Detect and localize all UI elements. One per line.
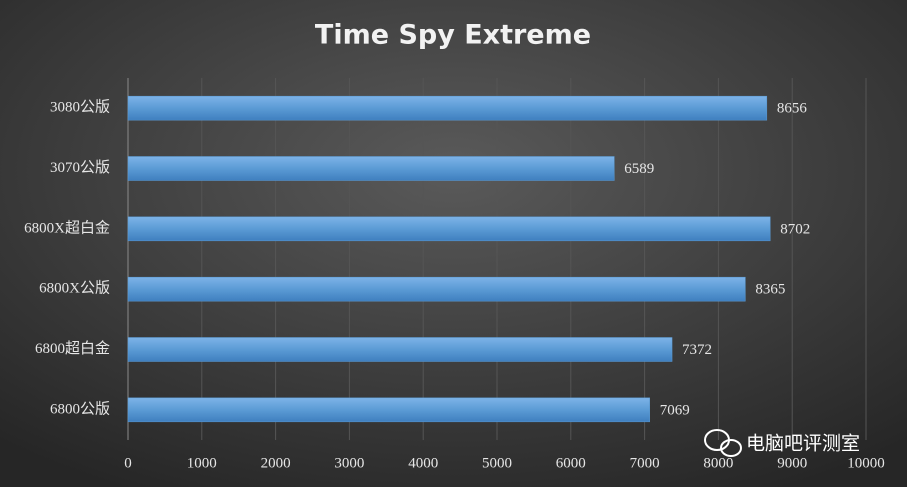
- bar: [127, 337, 673, 362]
- y-tick-label: 3070公版: [50, 159, 110, 176]
- y-tick-label: 6800X公版: [39, 280, 110, 297]
- y-tick-label: 6800超白金: [35, 340, 110, 357]
- y-tick-label: 6800公版: [50, 400, 110, 417]
- x-tick-label: 5000: [482, 455, 512, 471]
- x-tick-label: 8000: [703, 455, 733, 471]
- x-tick-label: 1000: [187, 455, 217, 471]
- data-label: 6589: [624, 161, 654, 177]
- data-label: 8702: [780, 221, 810, 237]
- x-tick-label: 10000: [847, 455, 885, 471]
- x-tick-label: 7000: [630, 455, 660, 471]
- x-tick-label: 4000: [408, 455, 438, 471]
- data-label: 8656: [777, 101, 808, 117]
- y-tick-label: 6800X超白金: [24, 219, 110, 236]
- bar: [127, 95, 768, 121]
- wechat-icon: [720, 439, 742, 457]
- x-tick-label: 3000: [334, 455, 364, 471]
- bar: [127, 156, 615, 181]
- x-tick-label: 6000: [556, 455, 586, 471]
- bar: [127, 397, 650, 423]
- x-tick-label: 9000: [777, 455, 807, 471]
- x-tick-label: 0: [124, 455, 132, 471]
- bar: [127, 216, 771, 242]
- y-tick-label: 3080公版: [50, 99, 110, 116]
- chart-title: Time Spy Extreme: [315, 20, 591, 51]
- watermark: 电脑吧评测室: [704, 429, 860, 457]
- data-label: 7372: [682, 342, 712, 358]
- data-label: 7069: [660, 402, 690, 418]
- bar: [127, 276, 746, 302]
- x-tick-label: 2000: [261, 455, 291, 471]
- watermark-text: 电脑吧评测室: [746, 433, 860, 455]
- data-label: 8365: [755, 282, 785, 298]
